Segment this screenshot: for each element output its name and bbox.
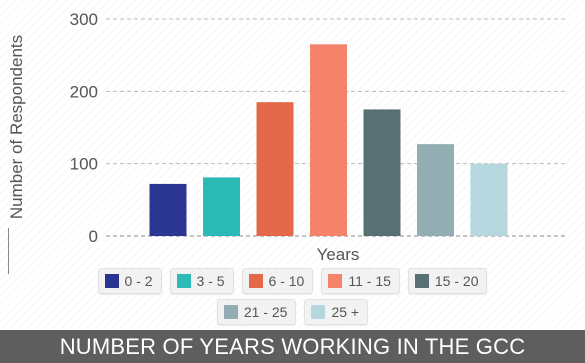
legend-swatch: [223, 305, 238, 319]
legend-swatch: [328, 274, 343, 288]
legend-swatch: [248, 274, 263, 288]
legend-label: 25 +: [331, 304, 360, 320]
legend-row-1: 0 - 2 3 - 5 6 - 10 11 - 15 15 - 20: [0, 268, 585, 294]
legend-label: 11 - 15: [348, 273, 391, 289]
legend-item[interactable]: 21 - 25: [216, 299, 297, 325]
legend-row-2: 21 - 25 25 +: [0, 299, 585, 325]
legend-item[interactable]: 25 +: [304, 299, 369, 325]
legend-item[interactable]: 6 - 10: [241, 268, 314, 294]
y-axis-ticks: 0 100 200 300: [70, 10, 98, 246]
legend-swatch: [414, 274, 429, 288]
bar-25plus[interactable]: [470, 163, 508, 236]
y-tick-label: 300: [70, 10, 98, 29]
legend-label: 3 - 5: [196, 273, 225, 289]
legend-swatch: [104, 274, 119, 288]
legend-item[interactable]: 15 - 20: [407, 268, 488, 294]
x-axis-label: Years: [317, 245, 360, 264]
y-tick-label: 200: [70, 82, 98, 101]
legend-label: 21 - 25: [243, 304, 288, 320]
y-tick-label: 100: [70, 155, 98, 174]
chart-title: NUMBER OF YEARS WORKING IN THE GCC: [0, 330, 585, 363]
bar-15-20[interactable]: [363, 109, 401, 236]
legend-label: 15 - 20: [434, 273, 479, 289]
bar-3-5[interactable]: [203, 177, 240, 236]
legend-label: 0 - 2: [124, 273, 153, 289]
bar-11-15[interactable]: [310, 44, 347, 236]
y-axis-label: Number of Respondents: [7, 35, 26, 219]
legend-item[interactable]: 3 - 5: [169, 268, 234, 294]
bars: [149, 44, 508, 236]
bar-21-25[interactable]: [417, 144, 454, 236]
legend-label: 6 - 10: [268, 273, 305, 289]
legend-swatch: [311, 305, 326, 319]
y-tick-label: 0: [89, 227, 98, 246]
legend-item[interactable]: 0 - 2: [97, 268, 162, 294]
bar-6-10[interactable]: [256, 102, 294, 236]
bar-0-2[interactable]: [149, 183, 187, 236]
bar-chart: 0 100 200 300 Number of Respondents Years: [7, 10, 565, 264]
legend-item[interactable]: 11 - 15: [321, 268, 400, 294]
axis-marker: [8, 228, 9, 274]
legend-swatch: [176, 274, 191, 288]
